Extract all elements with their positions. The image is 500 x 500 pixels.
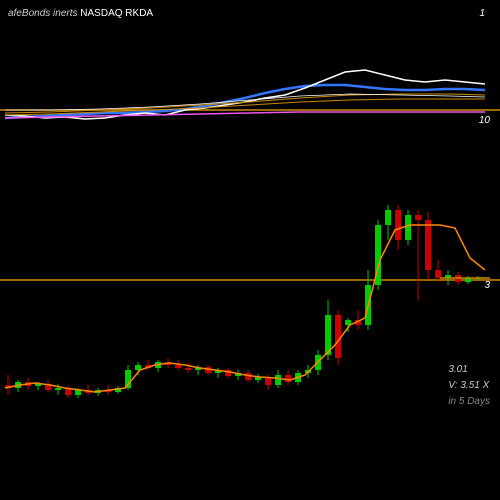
chart-header: afeBonds inerts NASDAQ RKDA: [8, 8, 153, 19]
info-price: 3.01: [448, 362, 490, 378]
indicator-chart: [0, 60, 500, 150]
info-days: in 5 Days: [448, 394, 490, 410]
header-ticker: RKDA: [125, 8, 153, 19]
header-exchange: NASDAQ: [80, 8, 122, 19]
indicator-panel: 10: [0, 60, 500, 150]
price-panel: 3 3.01 V: 3.51 X in 5 Days: [0, 170, 500, 450]
info-volume: V: 3.51 X: [448, 378, 490, 394]
price-scale-label: 3: [484, 280, 490, 291]
info-box: 3.01 V: 3.51 X in 5 Days: [448, 362, 490, 410]
header-prefix: afeBonds inerts: [8, 8, 78, 19]
price-chart: [0, 170, 500, 450]
indicator-scale-label: 10: [479, 115, 490, 126]
top-right-label: 1: [479, 8, 485, 19]
